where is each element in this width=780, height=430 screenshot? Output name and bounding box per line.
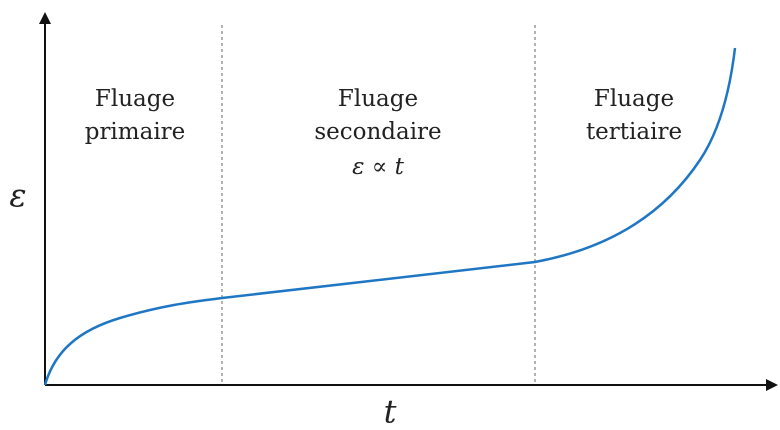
region-label: secondaire: [314, 119, 441, 145]
region-label: Fluage: [95, 86, 175, 112]
region-label: Fluage: [594, 86, 674, 112]
region-label: tertiaire: [586, 119, 682, 145]
region-formula: ε ∝ t: [352, 154, 405, 180]
x-axis-label: t: [384, 393, 397, 430]
region-label: Fluage: [338, 86, 418, 112]
creep-curve: [43, 47, 737, 386]
region-label: primaire: [85, 119, 186, 145]
y-axis-label: ε: [9, 177, 26, 215]
